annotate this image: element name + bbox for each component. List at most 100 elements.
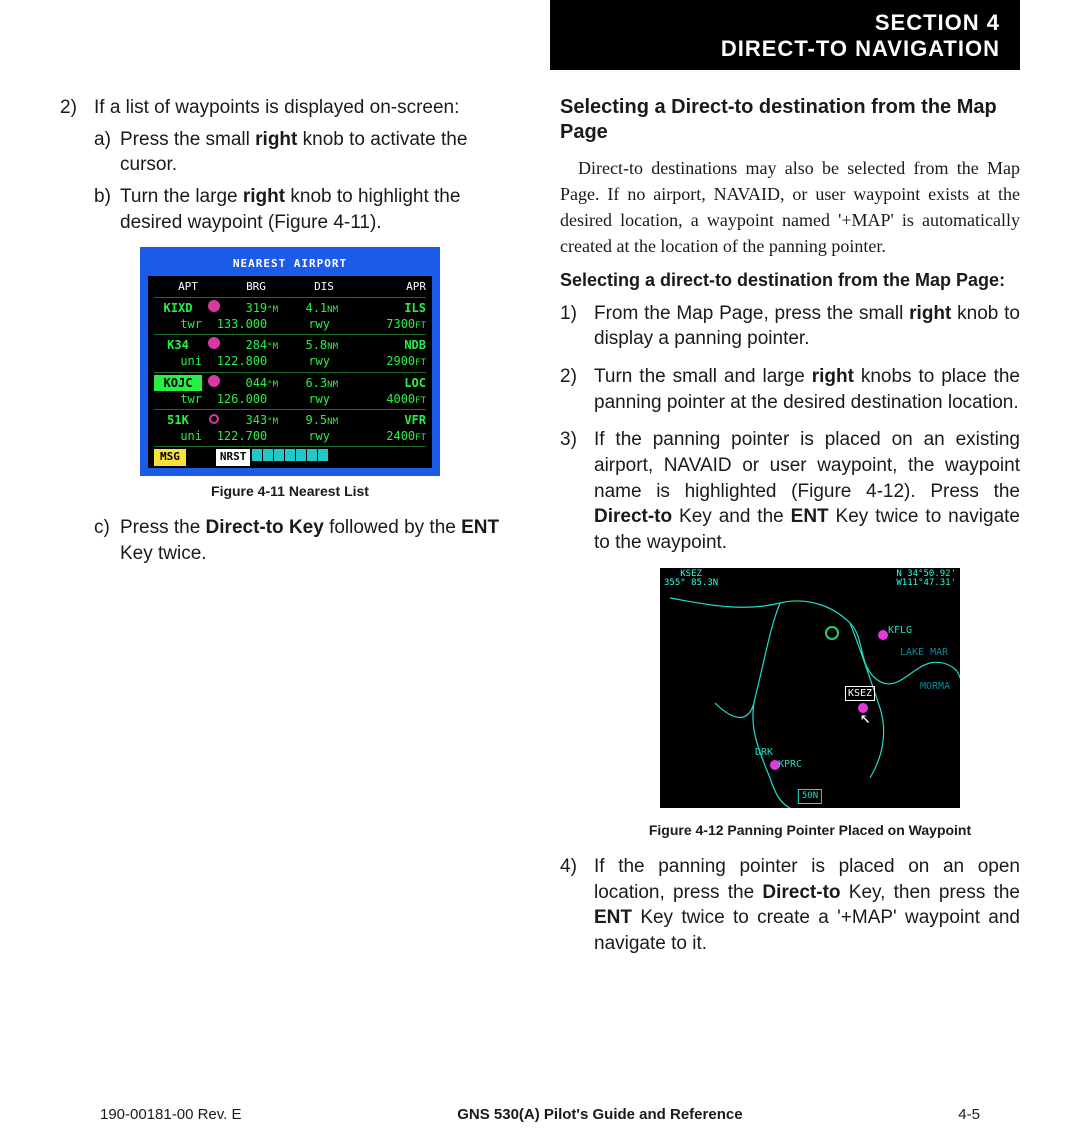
cursor-arrow-icon: ↖ <box>860 706 871 730</box>
rwy-label: rwy <box>282 428 330 444</box>
figure-caption: Figure 4-12 Panning Pointer Placed on Wa… <box>600 821 1020 840</box>
list-item: b) Turn the large right knob to highligh… <box>94 184 520 235</box>
map-label: LAKE MAR <box>900 646 948 660</box>
device-title: NEAREST AIRPORT <box>148 255 432 276</box>
list-item: 3) If the panning pointer is placed on a… <box>560 427 1020 555</box>
airport-icon <box>208 337 220 349</box>
section-title: DIRECT-TO NAVIGATION <box>550 36 1000 62</box>
rwy-value: 4000FT <box>330 391 426 407</box>
body-paragraph: Direct-to destinations may also be selec… <box>560 155 1020 259</box>
page-box-icon <box>274 449 284 461</box>
hdr-apt: APT <box>154 280 222 295</box>
list-item: 2) Turn the small and large right knobs … <box>560 364 1020 415</box>
substep-text: Turn the large right knob to highlight t… <box>120 184 520 235</box>
list-item: c) Press the Direct-to Key followed by t… <box>94 515 520 566</box>
approach: LOC <box>338 375 426 391</box>
list-item: a) Press the small right knob to activat… <box>94 127 520 178</box>
list-item: 4) If the panning pointer is placed on a… <box>560 854 1020 957</box>
frequency: 126.000 <box>202 391 282 407</box>
rwy-label: rwy <box>282 353 330 369</box>
step-number: 3) <box>560 427 594 555</box>
footer-center: GNS 530(A) Pilot's Guide and Reference <box>457 1106 742 1123</box>
page-box-icon <box>307 449 317 461</box>
page-box-icon <box>252 449 262 461</box>
hdr-dis: DIS <box>290 280 358 295</box>
airport-open-icon <box>209 414 219 424</box>
distance: 5.8NM <box>278 337 338 353</box>
rwy-value: 7300FT <box>330 316 426 332</box>
list-item: 1) From the Map Page, press the small ri… <box>560 301 1020 352</box>
device-footer: MSG NRST <box>154 449 426 466</box>
figure-4-11: NEAREST AIRPORT APT BRG DIS APR KIXD319°… <box>60 247 520 501</box>
selected-waypoint-box: KSEZ <box>845 686 875 702</box>
apt-id: 51K <box>154 412 202 428</box>
rwy-label: rwy <box>282 391 330 407</box>
substep-label: c) <box>94 515 120 566</box>
bearing: 284°M <box>226 337 278 353</box>
substep-text: Press the small right knob to activate t… <box>120 127 520 178</box>
footer-left: 190-00181-00 Rev. E <box>100 1106 241 1123</box>
page-box-icon <box>318 449 328 461</box>
procedure-heading: Selecting a direct-to destination from t… <box>560 269 1020 292</box>
table-row: K34284°M5.8NMNDBuni 122.800rwy2900FT <box>154 335 426 372</box>
msg-indicator: MSG <box>154 449 186 466</box>
list-item: 2) If a list of waypoints is displayed o… <box>60 95 520 121</box>
frequency: 133.000 <box>202 316 282 332</box>
map-label: MORMA <box>920 680 950 694</box>
airport-icon <box>208 300 220 312</box>
open-circle-icon <box>825 626 839 640</box>
step-text: If the panning pointer is placed on an o… <box>594 854 1020 957</box>
distance: 4.1NM <box>278 300 338 316</box>
step-text: If a list of waypoints is displayed on-s… <box>94 95 520 121</box>
apt-id: KOJC <box>154 375 202 391</box>
substep-label: b) <box>94 184 120 235</box>
apt-id: K34 <box>154 337 202 353</box>
freq-type: uni <box>154 353 202 369</box>
step-number: 2) <box>60 95 94 121</box>
map-roads <box>660 568 960 808</box>
freq-type: twr <box>154 391 202 407</box>
subsection-heading: Selecting a Direct-to destination from t… <box>560 95 1020 145</box>
substep-label: a) <box>94 127 120 178</box>
steps-list: 1) From the Map Page, press the small ri… <box>560 301 1020 556</box>
steps-list: 4) If the panning pointer is placed on a… <box>560 854 1020 957</box>
content-columns: 2) If a list of waypoints is displayed o… <box>60 0 1020 969</box>
rwy-label: rwy <box>282 316 330 332</box>
frequency: 122.700 <box>202 428 282 444</box>
device-header-row: APT BRG DIS APR <box>154 280 426 298</box>
section-number: SECTION 4 <box>550 10 1000 36</box>
freq-type: uni <box>154 428 202 444</box>
nearest-airport-device: NEAREST AIRPORT APT BRG DIS APR KIXD319°… <box>140 247 440 476</box>
substep-text: Press the Direct-to Key followed by the … <box>120 515 520 566</box>
approach: VFR <box>338 412 426 428</box>
hdr-brg: BRG <box>222 280 290 295</box>
figure-4-12: KSEZ 355° 85.3N N 34°50.92' W111°47.31' <box>600 568 1020 841</box>
approach: ILS <box>338 300 426 316</box>
footer-right: 4-5 <box>958 1106 980 1123</box>
table-row: KIXD319°M4.1NMILStwr 133.000rwy7300FT <box>154 298 426 335</box>
step-text: From the Map Page, press the small right… <box>594 301 1020 352</box>
section-header: SECTION 4 DIRECT-TO NAVIGATION <box>550 0 1020 70</box>
nrst-indicator: NRST <box>216 449 251 466</box>
freq-type: twr <box>154 316 202 332</box>
step-number: 4) <box>560 854 594 957</box>
left-column: 2) If a list of waypoints is displayed o… <box>60 95 520 969</box>
distance: 9.5NM <box>278 412 338 428</box>
device-screen: APT BRG DIS APR KIXD319°M4.1NMILStwr 133… <box>148 276 432 468</box>
map-display: KSEZ 355° 85.3N N 34°50.92' W111°47.31' <box>660 568 960 808</box>
map-label: KPRC <box>778 758 802 772</box>
approach: NDB <box>338 337 426 353</box>
step-number: 2) <box>560 364 594 415</box>
table-row: 51K 343°M9.5NMVFR uni 122.700rwy2400FT <box>154 410 426 447</box>
step-number: 1) <box>560 301 594 352</box>
step-text: If the panning pointer is placed on an e… <box>594 427 1020 555</box>
waypoint-icon <box>878 630 888 640</box>
map-label: KFLG <box>888 624 912 638</box>
airport-icon <box>208 375 220 387</box>
apt-id: KIXD <box>154 300 202 316</box>
page-footer: 190-00181-00 Rev. E GNS 530(A) Pilot's G… <box>0 1106 1080 1123</box>
bearing: 343°M <box>226 412 278 428</box>
map-scale: 50N <box>798 789 822 803</box>
rwy-value: 2400FT <box>330 428 426 444</box>
rwy-value: 2900FT <box>330 353 426 369</box>
